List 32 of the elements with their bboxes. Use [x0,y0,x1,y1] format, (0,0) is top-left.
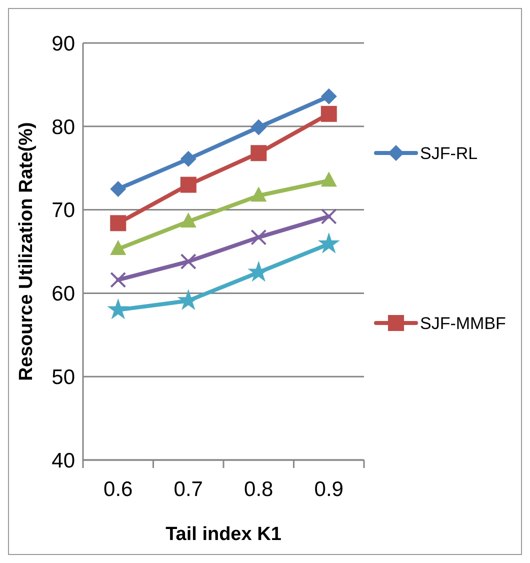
point [180,150,196,167]
point [320,172,337,187]
point [250,229,267,246]
x-axis-title: Tail index K1 [166,524,282,545]
point [320,208,337,224]
point [180,212,196,228]
point [110,240,126,255]
point [320,106,337,122]
y-tick-label: 80 [52,116,75,139]
point [110,180,126,197]
y-tick-label: 40 [52,449,75,472]
point [320,88,337,104]
point [250,119,267,136]
point [318,232,340,254]
point [107,298,130,320]
point [250,145,267,162]
y-tick-label: 50 [52,366,75,389]
point [180,254,196,270]
y-tick-label: 60 [52,282,75,306]
point [110,215,126,232]
y-tick-label: 70 [52,199,75,222]
y-tick-label: 90 [52,32,75,56]
y-axis-title: Resource Utilization Rate(%) [16,122,37,381]
legend-label: SJF-RL [420,144,478,163]
x-tick-label: 0.9 [314,478,344,501]
point [250,186,267,202]
legend-label: SJF-MMBF [420,314,506,333]
x-tick-label: 0.7 [174,478,203,501]
x-tick-label: 0.8 [244,478,274,501]
point [110,272,126,288]
point [180,176,196,193]
x-tick-label: 0.6 [104,478,133,501]
